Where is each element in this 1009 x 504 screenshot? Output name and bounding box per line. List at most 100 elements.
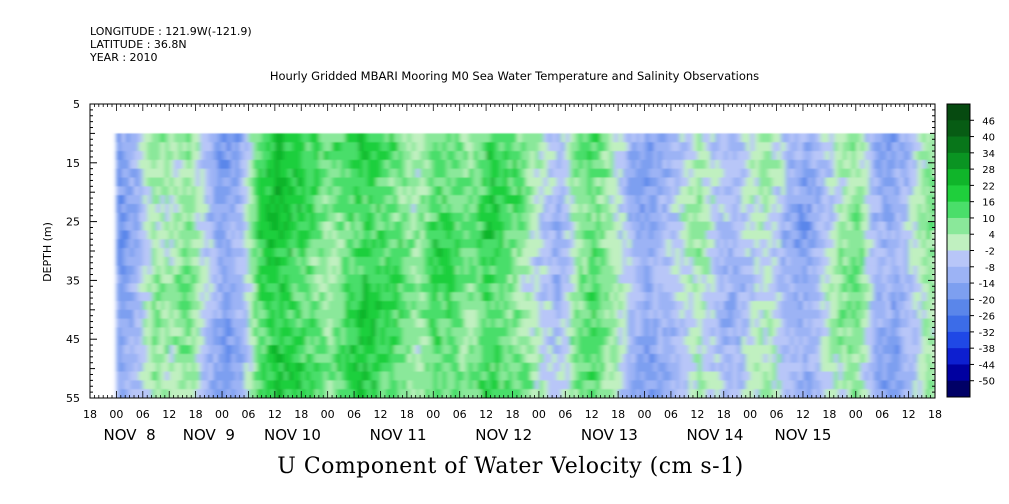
- heatmap-cell: [428, 353, 434, 364]
- heatmap-cell: [820, 265, 826, 276]
- heatmap-cell: [833, 309, 839, 320]
- heatmap-cell: [239, 274, 245, 284]
- heatmap-cell: [230, 230, 236, 240]
- heatmap-cell: [349, 221, 355, 232]
- heatmap-cell: [631, 318, 637, 329]
- heatmap-cell: [147, 248, 153, 258]
- heatmap-cell: [653, 142, 659, 152]
- heatmap-cell: [257, 362, 263, 373]
- heatmap-cell: [499, 274, 505, 284]
- heatmap-cell: [305, 195, 311, 205]
- heatmap-cell: [521, 300, 527, 311]
- heatmap-cell: [710, 212, 716, 223]
- heatmap-cell: [670, 309, 676, 320]
- heatmap-cell: [173, 239, 179, 249]
- heatmap-cell: [626, 309, 632, 320]
- heatmap-cell: [332, 389, 338, 398]
- heatmap-cell: [376, 300, 382, 311]
- heatmap-cell: [226, 142, 232, 152]
- heatmap-cell: [138, 133, 144, 143]
- heatmap-cell: [292, 168, 298, 179]
- heatmap-cell: [635, 389, 641, 398]
- heatmap-cell: [494, 186, 500, 196]
- heatmap-cell: [371, 248, 377, 258]
- heatmap-cell: [424, 274, 430, 284]
- heatmap-cell: [618, 239, 624, 249]
- heatmap-cell: [767, 186, 773, 196]
- heatmap-cell: [296, 221, 302, 232]
- heatmap-cell: [569, 212, 575, 223]
- heatmap-cell: [701, 371, 707, 381]
- heatmap-cell: [481, 336, 487, 346]
- heatmap-cell: [200, 292, 206, 302]
- heatmap-cell: [208, 353, 214, 364]
- heatmap-cell: [173, 371, 179, 381]
- heatmap-cell: [446, 327, 452, 337]
- heatmap-cell: [186, 177, 192, 187]
- heatmap-cell: [402, 133, 408, 143]
- heatmap-cell: [248, 256, 254, 267]
- heatmap-cell: [538, 389, 544, 398]
- heatmap-cell: [182, 195, 188, 205]
- heatmap-cell: [178, 300, 184, 311]
- heatmap-cell: [794, 168, 800, 179]
- heatmap-cell: [785, 292, 791, 302]
- heatmap-cell: [846, 230, 852, 240]
- heatmap-cell: [182, 318, 188, 329]
- heatmap-cell: [596, 327, 602, 337]
- heatmap-cell: [138, 292, 144, 302]
- heatmap-cell: [626, 151, 632, 161]
- heatmap-cell: [692, 159, 698, 170]
- heatmap-cell: [763, 336, 769, 346]
- heatmap-cell: [631, 230, 637, 240]
- heatmap-cell: [622, 327, 628, 337]
- heatmap-cell: [340, 159, 346, 170]
- heatmap-cell: [613, 327, 619, 337]
- heatmap-cell: [336, 265, 342, 276]
- heatmap-cell: [433, 239, 439, 249]
- heatmap-cell: [380, 256, 386, 267]
- heatmap-cell: [745, 274, 751, 284]
- heatmap-cell: [750, 371, 756, 381]
- heatmap-cell: [235, 239, 241, 249]
- heatmap-cell: [560, 362, 566, 373]
- heatmap-cell: [257, 239, 263, 249]
- heatmap-cell: [490, 309, 496, 320]
- heatmap-cell: [424, 371, 430, 381]
- heatmap-cell: [468, 221, 474, 232]
- heatmap-cell: [728, 300, 734, 311]
- heatmap-cell: [318, 265, 324, 276]
- heatmap-cell: [816, 221, 822, 232]
- heatmap-cell: [169, 283, 175, 293]
- heatmap-cell: [732, 362, 738, 373]
- heatmap-cell: [217, 151, 223, 161]
- heatmap-cell: [798, 168, 804, 179]
- heatmap-cell: [151, 300, 157, 311]
- heatmap-cell: [538, 221, 544, 232]
- heatmap-cell: [745, 239, 751, 249]
- heatmap-cell: [481, 318, 487, 329]
- heatmap-cell: [802, 345, 808, 355]
- heatmap-cell: [406, 133, 412, 143]
- heatmap-cell: [222, 151, 228, 161]
- heatmap-cell: [244, 186, 250, 196]
- heatmap-cell: [160, 168, 166, 179]
- heatmap-cell: [222, 168, 228, 179]
- heatmap-cell: [195, 371, 201, 381]
- heatmap-cell: [208, 133, 214, 143]
- heatmap-cell: [512, 380, 518, 390]
- heatmap-cell: [296, 239, 302, 249]
- heatmap-cell: [164, 362, 170, 373]
- heatmap-cell: [530, 203, 536, 214]
- heatmap-cell: [618, 142, 624, 152]
- heatmap-cell: [600, 309, 606, 320]
- heatmap-cell: [666, 133, 672, 143]
- heatmap-cell: [314, 283, 320, 293]
- heatmap-cell: [719, 221, 725, 232]
- heatmap-cell: [626, 353, 632, 364]
- heatmap-cell: [688, 177, 694, 187]
- heatmap-cell: [697, 177, 703, 187]
- heatmap-cell: [301, 203, 307, 214]
- heatmap-cell: [310, 151, 316, 161]
- heatmap-cell: [195, 353, 201, 364]
